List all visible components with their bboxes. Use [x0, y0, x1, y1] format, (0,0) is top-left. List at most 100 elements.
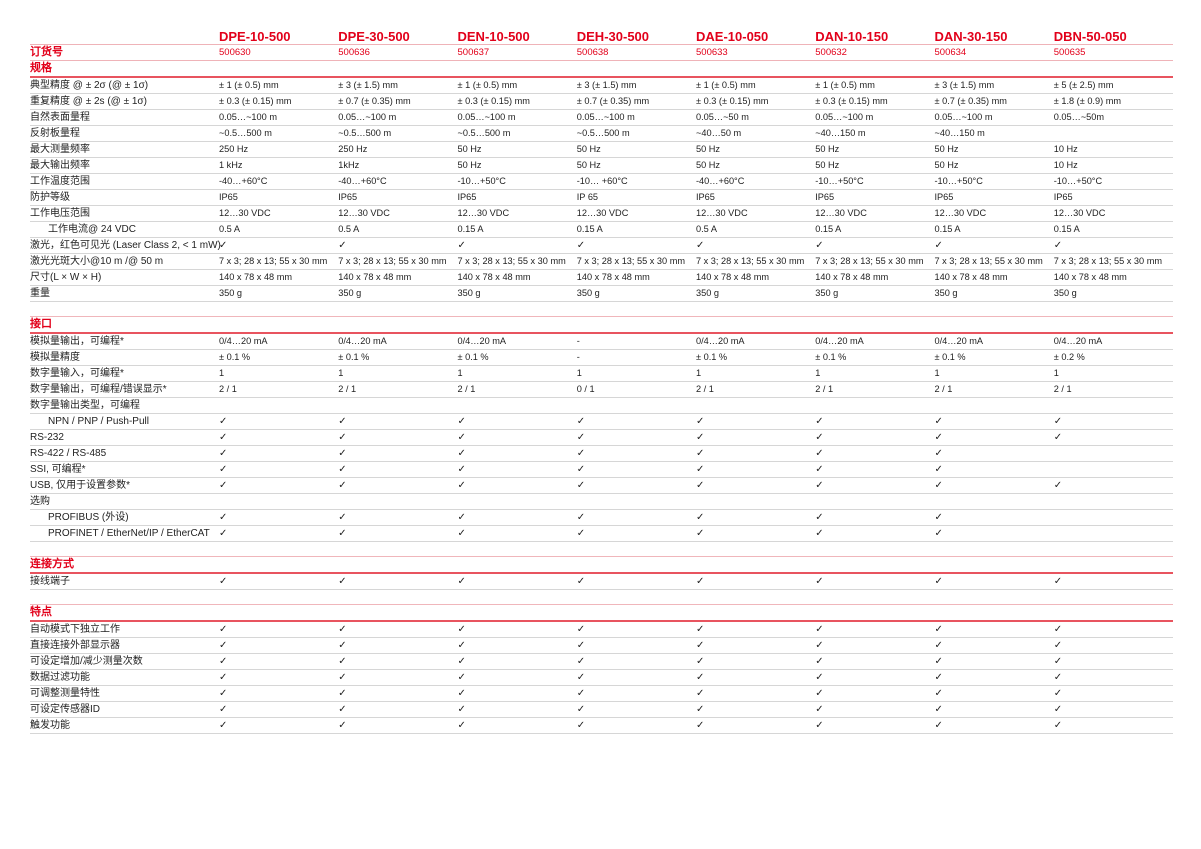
table-cell: ± 1 (± 0.5) mm: [219, 77, 339, 94]
table-cell: 140 x 78 x 48 mm: [815, 269, 935, 286]
table-cell: 1: [338, 365, 458, 382]
table-cell: IP65: [1053, 189, 1173, 206]
checkmark-icon: ✓: [576, 573, 696, 590]
table-cell: 350 g: [576, 285, 696, 302]
checkmark-icon: ✓: [1053, 669, 1173, 686]
section-spacer: [30, 541, 1173, 557]
table-cell: 1: [457, 365, 577, 382]
table-cell: ± 0.1 %: [696, 349, 816, 366]
model-name: DEH-30-500: [576, 28, 696, 45]
checkmark-icon: ✓: [338, 685, 458, 702]
spacer-cell: [338, 541, 458, 557]
checkmark-icon: ✓: [815, 685, 935, 702]
checkmark-icon: ✓: [219, 509, 339, 526]
checkmark-icon: ✓: [815, 621, 935, 638]
table-cell: 0.05…~100 m: [338, 109, 458, 126]
section-spacer: [30, 301, 1173, 317]
table-cell: 7 x 3; 28 x 13; 55 x 30 mm: [457, 253, 577, 270]
spacer-cell: [457, 301, 577, 317]
spacer-cell: [934, 301, 1054, 317]
section-title: 接口: [30, 316, 1173, 334]
table-cell: 2 / 1: [338, 381, 458, 398]
table-cell: 1 kHz: [219, 157, 339, 174]
checkmark-icon: ✓: [576, 685, 696, 702]
table-cell: ± 0.1 %: [934, 349, 1054, 366]
checkmark-icon: ✓: [338, 621, 458, 638]
spacer-cell: [815, 589, 935, 605]
table-cell: ~0.5…500 m: [338, 125, 458, 142]
table-cell: 1: [696, 365, 816, 382]
row-label: 防护等级: [30, 189, 219, 206]
table-cell: 50 Hz: [696, 157, 816, 174]
table-cell: 2 / 1: [457, 381, 577, 398]
table-cell: 140 x 78 x 48 mm: [219, 269, 339, 286]
checkmark-icon: ✓: [457, 477, 577, 494]
table-cell: 0.05…~100 m: [457, 109, 577, 126]
table-cell: 12…30 VDC: [696, 205, 816, 222]
checkmark-icon: ✓: [457, 429, 577, 446]
table-cell: 50 Hz: [576, 157, 696, 174]
section-title: 规格: [30, 60, 1173, 78]
table-cell: [1053, 125, 1173, 142]
checkmark-icon: ✓: [815, 509, 935, 526]
table-cell: 50 Hz: [934, 141, 1054, 158]
spec-table: DPE-10-500 DPE-30-500 DEN-10-500 DEH-30-500…: [30, 28, 1173, 734]
checkmark-icon: ✓: [815, 637, 935, 654]
table-cell: IP65: [219, 189, 339, 206]
checkmark-icon: ✓: [457, 461, 577, 478]
row-label: 触发功能: [30, 717, 219, 734]
checkmark-icon: ✓: [338, 237, 458, 254]
checkmark-icon: ✓: [219, 445, 339, 462]
table-row: 尺寸(L × W × H) 140 x 78 x 48 mm 140 x 78 x …: [30, 269, 1173, 286]
checkmark-icon: ✓: [576, 445, 696, 462]
table-cell: [457, 397, 577, 414]
checkmark-icon: ✓: [696, 653, 816, 670]
table-cell: 0.15 A: [576, 221, 696, 238]
checkmark-icon: ✓: [696, 413, 816, 430]
table-row: RS-422 / RS-485 ✓ ✓ ✓ ✓ ✓ ✓ ✓: [30, 445, 1173, 462]
table-cell: 0/4…20 mA: [1053, 333, 1173, 350]
checkmark-icon: ✓: [219, 685, 339, 702]
table-cell: IP65: [815, 189, 935, 206]
table-row: USB, 仅用于设置参数* ✓ ✓ ✓ ✓ ✓ ✓ ✓ ✓: [30, 477, 1173, 494]
table-cell: 140 x 78 x 48 mm: [457, 269, 577, 286]
spacer-cell: [457, 589, 577, 605]
row-label: 激光，红色可见光 (Laser Class 2, < 1 mW): [30, 237, 221, 254]
spacer-cell: [815, 541, 935, 557]
table-cell: 50 Hz: [457, 157, 577, 174]
table-cell: -40…+60°C: [338, 173, 458, 190]
order-number: 500632: [815, 44, 935, 61]
table-cell: -10… +60°C: [576, 173, 696, 190]
checkmark-icon: ✓: [934, 637, 1054, 654]
checkmark-icon: ✓: [219, 717, 339, 734]
table-cell: 140 x 78 x 48 mm: [934, 269, 1054, 286]
checkmark-icon: ✓: [219, 525, 339, 542]
header-corner: [30, 28, 219, 45]
spec-comparison-sheet: DPE-10-500 DPE-30-500 DEN-10-500 DEH-30-500…: [30, 28, 1173, 734]
table-cell: ± 0.2 %: [1053, 349, 1173, 366]
order-number: 500635: [1053, 44, 1173, 61]
checkmark-icon: ✓: [696, 717, 816, 734]
row-label: 可设定传感器ID: [30, 701, 219, 718]
table-cell: 2 / 1: [696, 381, 816, 398]
table-cell: ~40…150 m: [815, 125, 935, 142]
row-label: 尺寸(L × W × H): [30, 269, 219, 286]
checkmark-icon: ✓: [1053, 637, 1173, 654]
row-label: 数字量输出，可编程/错误显示*: [30, 381, 219, 398]
checkmark-icon: ✓: [219, 477, 339, 494]
row-label: 接线端子: [30, 573, 219, 590]
table-row: 直接连接外部显示器 ✓ ✓ ✓ ✓ ✓ ✓ ✓ ✓: [30, 637, 1173, 654]
checkmark-icon: ✓: [696, 621, 816, 638]
row-label: 最大测量频率: [30, 141, 219, 158]
row-label: 工作电流@ 24 VDC: [30, 221, 219, 238]
checkmark-icon: ✓: [934, 429, 1054, 446]
order-number: 500636: [338, 44, 458, 61]
row-label: 数字量输入，可编程*: [30, 365, 219, 382]
table-cell: IP65: [934, 189, 1054, 206]
checkmark-icon: ✓: [696, 445, 816, 462]
order-number: 500634: [934, 44, 1054, 61]
table-cell: ± 0.7 (± 0.35) mm: [934, 93, 1054, 110]
row-label: 模拟量输出，可编程*: [30, 333, 219, 350]
table-cell: 0/4…20 mA: [934, 333, 1054, 350]
